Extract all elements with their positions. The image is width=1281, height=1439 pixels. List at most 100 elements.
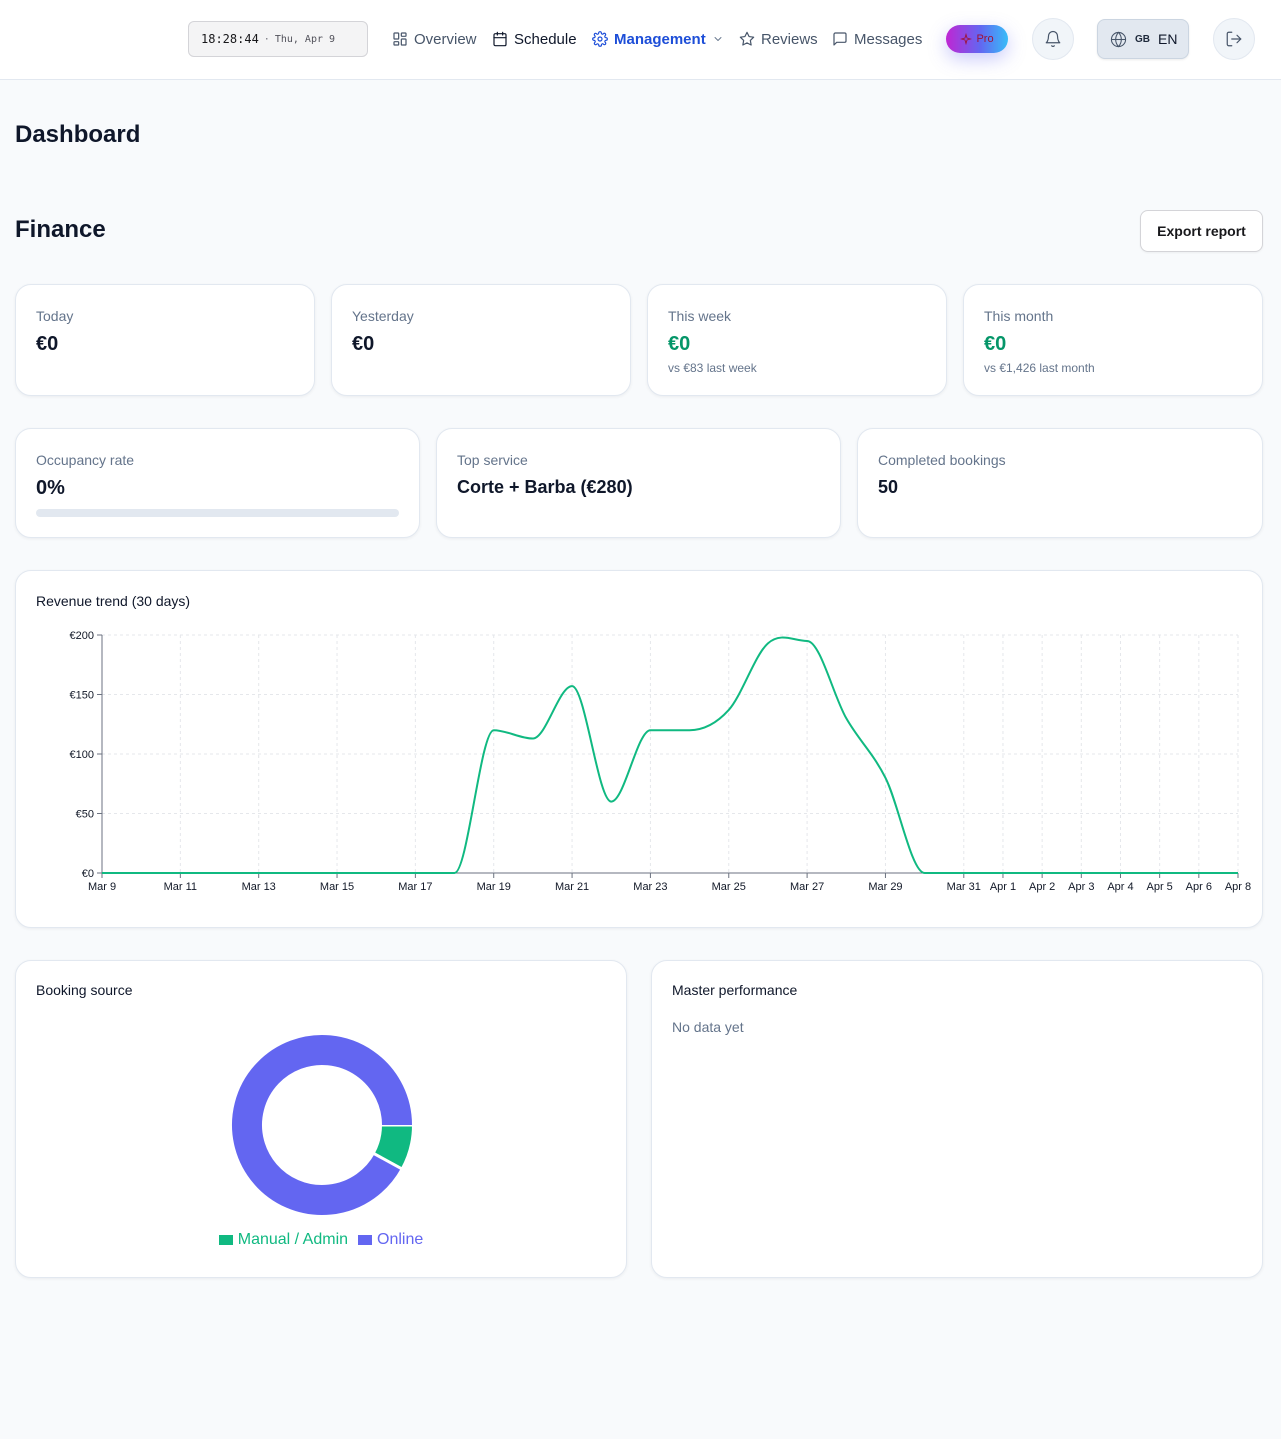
stat-value: €0 [352,333,375,355]
revenue-series-line [102,636,1238,874]
finance-title: Finance [15,216,106,243]
language-flag: GB [1135,33,1150,45]
donut-slice [374,1124,412,1169]
x-tick-label: Mar 17 [398,881,432,893]
nav-reviews-label: Reviews [761,30,818,48]
export-report-button[interactable]: Export report [1140,210,1263,252]
x-tick-label: Mar 11 [164,881,197,893]
logout-icon [1226,31,1242,47]
x-tick-label: Mar 27 [790,881,824,893]
nav-overview-label: Overview [414,30,477,48]
y-tick-label: €0 [82,868,94,880]
nav-reviews[interactable]: Reviews [739,28,818,50]
nav-messages-label: Messages [854,30,923,48]
pro-label: Pro [976,33,994,45]
notifications-button[interactable] [1032,18,1074,60]
star-icon [739,31,755,46]
stat-value: €0 [984,333,1007,355]
stat-label: Yesterday [352,308,414,324]
legend-item-manual[interactable]: Manual / Admin [218,1231,349,1249]
completed-bookings-label: Completed bookings [878,452,1006,468]
x-tick-label: Apr 1 [990,881,1016,893]
y-tick-label: €150 [70,690,94,702]
nav-management[interactable]: Management [592,28,724,50]
sparkle-icon [960,33,973,45]
top-service-card: Top service Corte + Barba (€280) [436,428,841,538]
message-icon [833,32,847,46]
donut-slice [232,1035,412,1215]
stat-value: €0 [668,333,691,355]
calendar-icon [493,31,507,47]
nav-management-label: Management [614,30,706,48]
x-tick-label: Mar 31 [947,881,981,893]
gear-icon [592,31,608,47]
clock-date: Thu, Apr 9 [274,33,336,45]
legend-label: Online [377,1231,424,1248]
x-tick-label: Apr 5 [1147,881,1173,893]
chevron-down-icon [714,37,722,41]
stat-label: Today [36,308,74,324]
y-tick-label: €100 [70,749,94,761]
stat-label: This week [668,308,732,324]
occupancy-label: Occupancy rate [36,452,135,468]
occupancy-card: Occupancy rate 0% [15,428,420,538]
legend-swatch [358,1235,373,1245]
pro-badge[interactable]: Pro [946,25,1008,53]
stat-label: This month [984,308,1054,324]
completed-bookings-card: Completed bookings 50 [857,428,1263,538]
booking-source-donut [232,1035,413,1215]
clock-time: 18:28:44 [201,32,259,46]
occupancy-progress-bar [36,509,399,517]
stat-card-this-week: This week €0 vs €83 last week [647,284,947,396]
x-tick-label: Apr 2 [1029,881,1055,893]
clock: 18:28:44 · Thu, Apr 9 [188,21,368,57]
master-performance-card: Master performance No data yet [651,960,1263,1278]
booking-source-title: Booking source [36,982,133,998]
occupancy-value: 0% [36,477,65,499]
revenue-trend-title: Revenue trend (30 days) [36,593,191,609]
x-tick-label: Apr 8 [1225,881,1251,893]
legend-label: Manual / Admin [237,1231,349,1248]
page-title: Dashboard [15,121,141,148]
bell-icon [1045,30,1061,48]
x-tick-label: Mar 15 [320,881,354,893]
stat-comparison: vs €1,426 last month [984,361,1095,375]
stat-value: €0 [36,333,59,355]
legend-item-online[interactable]: Online [358,1231,423,1249]
master-performance-title: Master performance [672,982,798,998]
stat-card-yesterday: Yesterday €0 [331,284,631,396]
globe-icon [1110,31,1127,47]
booking-source-legend: Manual / Admin Online [16,1231,626,1249]
stat-card-today: Today €0 [15,284,315,396]
nav-schedule[interactable]: Schedule [492,28,577,50]
stat-card-this-month: This month €0 vs €1,426 last month [963,284,1263,396]
x-tick-label: Apr 3 [1068,881,1094,893]
x-tick-label: Apr 4 [1107,881,1133,893]
nav-overview[interactable]: Overview [392,28,477,50]
nav-messages[interactable]: Messages [832,28,922,50]
language-code: EN [1158,31,1178,47]
x-tick-label: Mar 13 [242,881,276,893]
revenue-trend-card: Revenue trend (30 days) €0 €50 €100 €150 €20… [15,570,1263,928]
language-switcher[interactable]: GB EN [1097,19,1189,59]
donut-separator [372,1152,403,1171]
x-tick-label: Mar 29 [868,881,902,893]
grid-icon [393,32,407,46]
x-tick-label: Apr 6 [1186,881,1212,893]
top-bar: 18:28:44 · Thu, Apr 9 Overview Schedule … [0,0,1281,80]
completed-bookings-value: 50 [878,477,899,497]
x-tick-label: Mar 25 [712,881,746,893]
nav-schedule-label: Schedule [514,30,577,48]
x-tick-label: Mar 19 [477,881,511,893]
y-tick-label: €200 [70,630,94,642]
logout-button[interactable] [1213,18,1255,60]
legend-swatch [218,1235,233,1245]
revenue-trend-chart: €0 €50 €100 €150 €200 Mar 9 Mar 11 Mar 13 Mar 15… [70,630,1252,893]
clock-separator: · [263,33,270,45]
top-service-label: Top service [457,452,528,468]
x-tick-label: Mar 21 [555,881,589,893]
x-tick-label: Mar 23 [633,881,667,893]
empty-state-text: No data yet [672,1019,744,1035]
booking-source-card: Booking source Manual / Admin Online [15,960,627,1278]
x-tick-label: Mar 9 [88,881,116,893]
